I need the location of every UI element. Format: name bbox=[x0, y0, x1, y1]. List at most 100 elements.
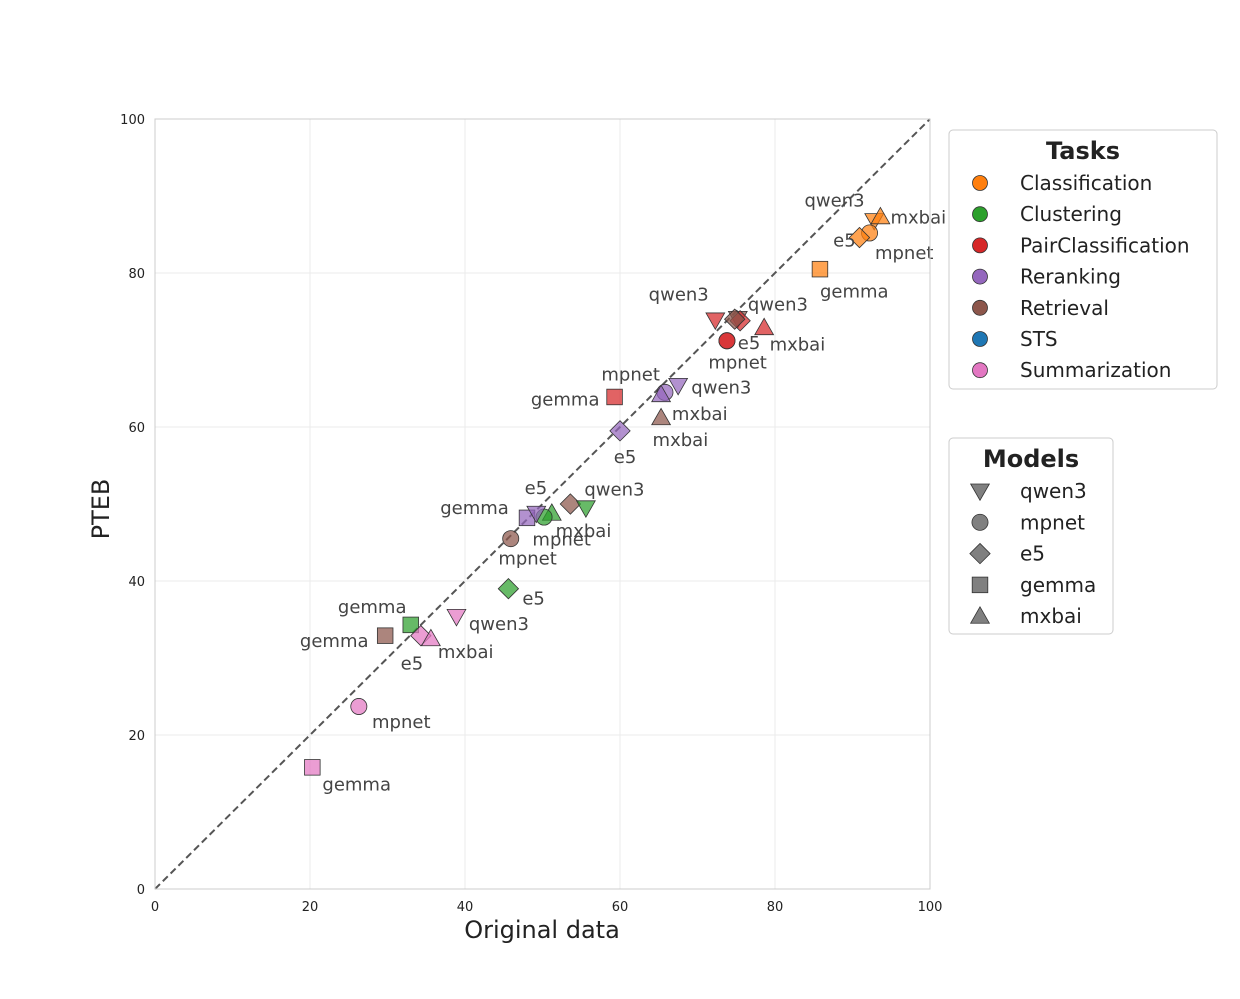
point-label: qwen3 bbox=[691, 378, 751, 399]
x-tick-label: 40 bbox=[457, 900, 474, 915]
point-reranking-mxbai bbox=[651, 384, 672, 403]
models-legend-label: mpnet bbox=[1020, 510, 1085, 534]
point-label: e5 bbox=[401, 653, 424, 674]
point-label: mxbai bbox=[653, 430, 709, 451]
models-legend-marker bbox=[969, 483, 991, 502]
tasks-legend-label: PairClassification bbox=[1020, 233, 1190, 257]
point-label: mpnet bbox=[601, 365, 660, 386]
point-label: e5 bbox=[522, 589, 545, 610]
point-label: mpnet bbox=[708, 352, 767, 373]
point-summarization-gemma bbox=[304, 759, 321, 776]
x-tick-label: 100 bbox=[918, 900, 943, 915]
point-pairclassification-gemma bbox=[606, 388, 623, 406]
point-label: mpnet bbox=[498, 549, 557, 570]
x-tick-label: 80 bbox=[767, 900, 784, 915]
tasks-legend-items: Classification Clustering PairClassificati… bbox=[972, 171, 1190, 382]
point-retrieval-gemma bbox=[376, 627, 394, 644]
point-label: mxbai bbox=[770, 335, 826, 356]
tasks-legend-swatch bbox=[972, 299, 988, 316]
point-label: e5 bbox=[614, 447, 637, 468]
models-legend: Models qwen3 mpnet e5 gemma mxbai bbox=[948, 437, 1114, 635]
tasks-legend-swatch bbox=[972, 331, 988, 347]
point-label: gemma bbox=[322, 774, 391, 795]
models-legend-frame bbox=[948, 437, 1114, 635]
models-legend-label: gemma bbox=[1020, 573, 1096, 597]
point-summarization-mpnet bbox=[350, 698, 368, 715]
tasks-legend-frame bbox=[948, 129, 1218, 390]
models-legend-label: e5 bbox=[1020, 542, 1045, 566]
x-axis-label: Original data bbox=[464, 916, 620, 944]
point-label: qwen3 bbox=[748, 295, 808, 316]
point-label: gemma bbox=[338, 597, 407, 618]
x-tick-label: 20 bbox=[302, 900, 319, 915]
y-ticks: 0 20 40 60 80 100 bbox=[120, 113, 145, 898]
tasks-legend-label: Classification bbox=[1020, 171, 1152, 195]
models-legend-title: Models bbox=[983, 445, 1079, 473]
models-legend-marker bbox=[971, 576, 989, 594]
tasks-legend-label: Summarization bbox=[1020, 358, 1171, 382]
point-label: mpnet bbox=[532, 529, 591, 550]
tasks-legend: Tasks Classification Clustering PairClassi… bbox=[948, 129, 1218, 390]
tasks-legend-swatch bbox=[972, 175, 988, 191]
reference-line bbox=[154, 118, 931, 890]
point-label: mpnet bbox=[372, 712, 431, 733]
point-classification-mxbai bbox=[870, 206, 891, 225]
point-classification-e5 bbox=[848, 226, 871, 249]
point-label: e5 bbox=[833, 231, 856, 252]
point-pairclassification-mxbai bbox=[754, 317, 775, 336]
tasks-legend-swatch bbox=[972, 206, 988, 223]
point-label: mxbai bbox=[438, 642, 494, 663]
models-legend-label: qwen3 bbox=[1020, 479, 1087, 503]
point-clustering-gemma bbox=[402, 616, 419, 634]
models-legend-marker bbox=[971, 513, 989, 531]
point-label: gemma bbox=[440, 498, 509, 519]
y-tick-label: 40 bbox=[128, 575, 145, 590]
tasks-legend-swatch bbox=[972, 362, 988, 379]
y-axis-label: PTEB bbox=[87, 479, 115, 540]
point-label: mxbai bbox=[890, 208, 946, 229]
point-summarization-mxbai bbox=[420, 628, 441, 647]
x-tick-label: 60 bbox=[612, 900, 629, 915]
point-retrieval-mxbai bbox=[651, 407, 672, 426]
point-label: mxbai bbox=[556, 521, 612, 542]
tasks-legend-swatch bbox=[972, 237, 988, 254]
models-legend-items: qwen3 mpnet e5 gemma mxbai bbox=[969, 479, 1096, 628]
point-label: qwen3 bbox=[804, 191, 864, 212]
point-label: qwen3 bbox=[649, 285, 709, 306]
point-pairclassification-qwen3 bbox=[705, 312, 726, 331]
tasks-legend-title: Tasks bbox=[1046, 137, 1120, 165]
models-legend-marker bbox=[969, 606, 991, 624]
point-clustering-qwen3 bbox=[575, 500, 596, 519]
point-summarization-qwen3 bbox=[446, 609, 467, 627]
y-tick-label: 80 bbox=[128, 267, 145, 282]
y-tick-label: 100 bbox=[120, 113, 145, 128]
plot-frame bbox=[154, 118, 931, 890]
y-tick-label: 20 bbox=[128, 729, 145, 744]
point-retrieval-e5 bbox=[723, 308, 746, 330]
point-classification-gemma bbox=[811, 260, 829, 278]
point-reranking-qwen3 bbox=[668, 377, 689, 396]
point-reranking-qwen3 bbox=[526, 505, 547, 524]
x-tick-label: 0 bbox=[151, 900, 159, 915]
point-retrieval-mpnet bbox=[502, 530, 520, 548]
point-label: gemma bbox=[820, 281, 889, 302]
point-label: qwen3 bbox=[469, 614, 529, 635]
point-label: qwen3 bbox=[584, 479, 644, 500]
tasks-legend-label: Reranking bbox=[1020, 265, 1121, 289]
point-label: gemma bbox=[300, 631, 369, 652]
point-clustering-e5 bbox=[497, 577, 520, 600]
x-ticks: 0 20 40 60 80 100 bbox=[151, 900, 943, 915]
tasks-legend-label: Retrieval bbox=[1020, 296, 1109, 320]
grid bbox=[155, 119, 930, 889]
tasks-legend-label: STS bbox=[1020, 327, 1058, 351]
point-reranking-e5 bbox=[609, 420, 631, 442]
point-label: mpnet bbox=[875, 243, 934, 264]
tasks-legend-label: Clustering bbox=[1020, 202, 1122, 226]
point-pairclassification-mpnet bbox=[718, 332, 736, 350]
point-label: gemma bbox=[531, 389, 600, 410]
models-legend-marker bbox=[969, 542, 991, 565]
tasks-legend-swatch bbox=[972, 268, 988, 285]
y-tick-label: 0 bbox=[137, 883, 145, 898]
